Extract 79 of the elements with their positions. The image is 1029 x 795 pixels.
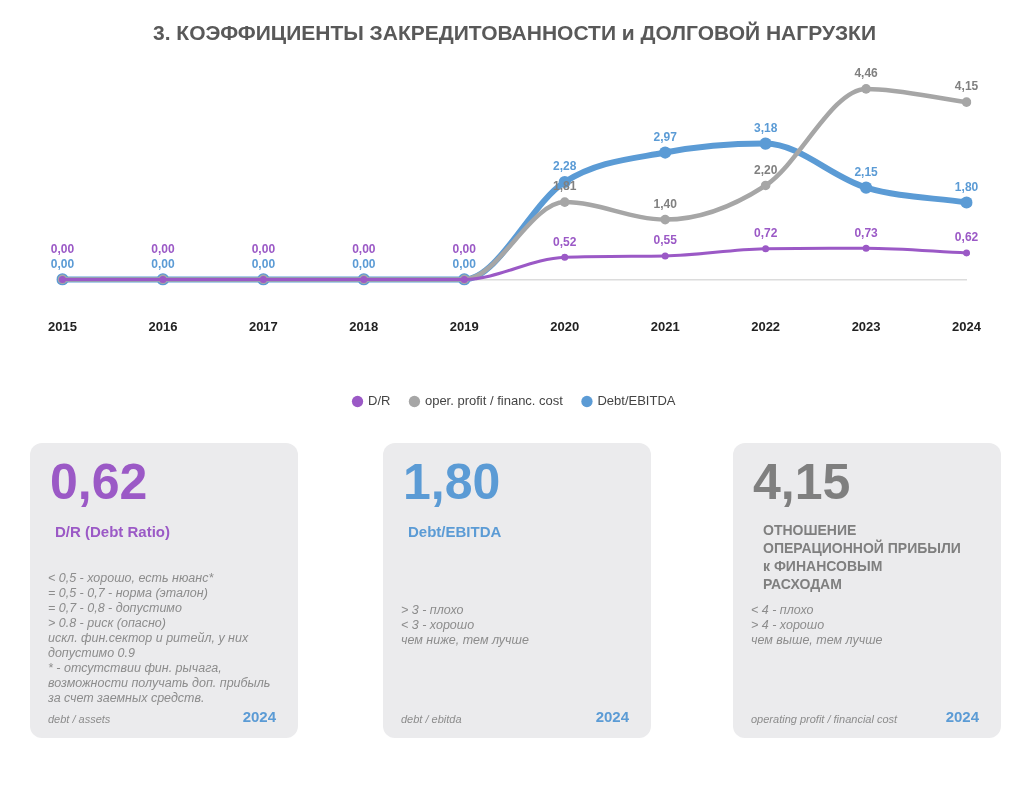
text: D/R (Debt Ratio) <box>55 523 171 541</box>
legend-label: Debt/EBITDA <box>597 393 676 409</box>
x-tick-label: 2023 <box>851 318 881 334</box>
point <box>660 214 670 225</box>
x-tick-label: 2015 <box>48 318 77 334</box>
x-tick-label: 2024 <box>952 318 982 334</box>
data-label: 2,15 <box>854 164 879 179</box>
data-label: 2,97 <box>653 129 678 144</box>
text: < 3 - хорошо <box>401 618 476 633</box>
x-tick-label: 2021 <box>650 318 680 334</box>
data-label: 0,00 <box>50 241 75 256</box>
point <box>963 249 971 257</box>
text: ОТНОШЕНИЕ ОПЕРАЦИОННОЙ ПРИБЫЛИ к ФИНАНСОВЫМ РАСХОДАМ <box>763 521 962 593</box>
text: допустимо 0.9 <box>48 646 136 661</box>
point <box>760 180 771 191</box>
point <box>561 253 569 261</box>
text: = 0,7 - 0,8 - допустимо <box>48 601 183 616</box>
x-tick-label: 2016 <box>148 318 178 334</box>
text: operating profit / financial cost <box>751 713 898 725</box>
text: возможности получать доп. прибыль <box>48 676 271 691</box>
text: 0,62 <box>50 453 148 511</box>
data-label: 0,55 <box>653 233 678 248</box>
text: < 0,5 - хорошо, есть нюанс* <box>48 571 215 586</box>
data-label: 1,80 <box>954 179 979 194</box>
data-label: 0,00 <box>352 241 376 256</box>
text: за счет заемных средств. <box>48 691 206 706</box>
data-label: 4,46 <box>854 66 879 81</box>
chart-title: 3. КОЭФФИЦИЕНТЫ ЗАКРЕДИТОВАННОСТИ и ДОЛГОВОЙ НАГРУЗКИ <box>152 21 877 45</box>
text: > 4 - хорошо <box>751 618 826 633</box>
point <box>861 84 871 94</box>
text: debt / ebitda <box>401 713 462 725</box>
text: 2024 <box>242 708 276 725</box>
data-label: 2,28 <box>553 159 577 174</box>
text: > 0.8 - риск (опасно) <box>48 616 167 631</box>
data-label: 0,00 <box>452 256 477 271</box>
text: чем ниже, тем лучше <box>401 633 529 648</box>
data-label: 0,00 <box>251 256 276 271</box>
text: debt / assets <box>48 713 111 725</box>
text: * - отсутствии фин. рычага, <box>48 661 223 676</box>
data-label: 0,00 <box>251 241 276 256</box>
x-tick-label: 2018 <box>349 318 379 334</box>
x-tick-label: 2019 <box>449 318 479 334</box>
data-label: 0,00 <box>352 256 376 271</box>
data-label: 2,20 <box>753 162 778 177</box>
legend-label: D/R <box>368 393 391 409</box>
point <box>661 252 669 260</box>
text: чем выше, тем лучше <box>751 633 883 648</box>
point <box>559 197 570 207</box>
data-label: 0,52 <box>553 234 577 249</box>
x-tick-label: 2022 <box>751 318 781 334</box>
text: > 3 - плохо <box>401 603 465 618</box>
point <box>961 97 972 107</box>
data-label: 0,00 <box>50 256 75 271</box>
point <box>759 137 772 150</box>
text: 4,15 <box>753 453 851 511</box>
text: 2024 <box>945 708 979 725</box>
text: Debt/EBITDA <box>408 523 503 541</box>
text: < 4 - плохо <box>751 603 815 618</box>
point <box>762 245 770 253</box>
data-label: 0,00 <box>151 256 175 271</box>
text: 2024 <box>595 708 629 725</box>
point <box>862 244 870 252</box>
data-label: 1,40 <box>653 196 678 211</box>
x-tick-label: 2017 <box>248 318 278 334</box>
point <box>659 146 672 159</box>
data-label: 0,00 <box>452 241 477 256</box>
text: 1,80 <box>403 453 501 511</box>
data-label: 0,72 <box>753 225 778 240</box>
data-label: 3,18 <box>753 120 778 135</box>
legend-label: oper. profit / financ. cost <box>424 393 564 409</box>
text: = 0,5 - 0,7 - норма (эталон) <box>48 586 209 601</box>
text: искл. фин.сектор и ритейл, у них <box>48 631 250 646</box>
data-label: 0,73 <box>854 225 879 240</box>
data-label: 4,15 <box>954 79 979 94</box>
point <box>859 181 873 194</box>
data-label: 0,00 <box>151 241 175 256</box>
data-label: 0,62 <box>954 230 979 245</box>
point <box>960 196 973 209</box>
x-tick-label: 2020 <box>550 318 580 334</box>
